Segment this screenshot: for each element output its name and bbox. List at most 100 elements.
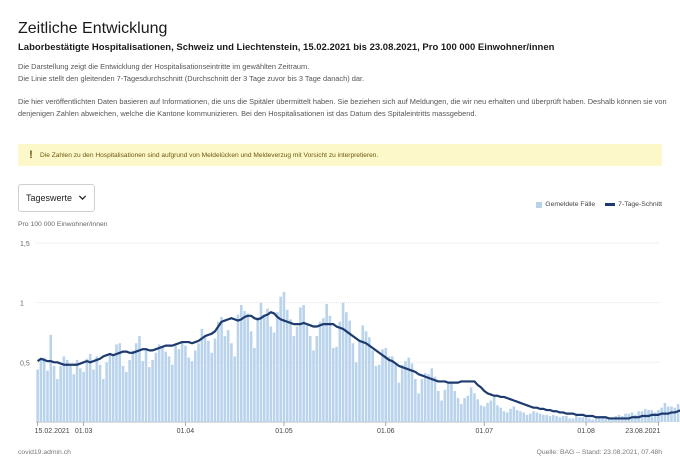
bar-daily-value[interactable] [364, 331, 368, 422]
bar-daily-value[interactable] [433, 376, 437, 422]
bar-daily-value[interactable] [660, 407, 663, 422]
bar-daily-value[interactable] [56, 379, 59, 422]
bar-daily-value[interactable] [193, 350, 197, 422]
bar-daily-value[interactable] [138, 336, 141, 422]
bar-daily-value[interactable] [574, 416, 578, 422]
bar-daily-value[interactable] [417, 393, 420, 422]
bar-daily-value[interactable] [246, 313, 250, 422]
bar-daily-value[interactable] [115, 344, 118, 422]
bar-daily-value[interactable] [134, 343, 138, 422]
bar-daily-value[interactable] [548, 416, 552, 422]
bar-daily-value[interactable] [368, 337, 371, 422]
bar-daily-value[interactable] [443, 389, 447, 422]
bar-daily-value[interactable] [371, 350, 374, 422]
bar-daily-value[interactable] [558, 417, 562, 422]
bar-daily-value[interactable] [141, 361, 145, 422]
bar-daily-value[interactable] [496, 405, 499, 422]
bar-daily-value[interactable] [430, 368, 434, 422]
bar-daily-value[interactable] [197, 343, 200, 422]
bar-daily-value[interactable] [568, 418, 571, 422]
bar-daily-value[interactable] [118, 343, 122, 422]
bar-daily-value[interactable] [391, 356, 394, 422]
bar-daily-value[interactable] [216, 321, 220, 422]
bar-daily-value[interactable] [325, 303, 328, 422]
bar-daily-value[interactable] [377, 364, 381, 422]
bar-daily-value[interactable] [299, 307, 302, 422]
bar-daily-value[interactable] [108, 352, 112, 422]
bar-daily-value[interactable] [650, 410, 654, 422]
bar-daily-value[interactable] [542, 414, 545, 422]
bar-daily-value[interactable] [98, 364, 102, 422]
bar-daily-value[interactable] [525, 414, 529, 422]
bar-daily-value[interactable] [519, 411, 522, 422]
bar-daily-value[interactable] [607, 417, 611, 422]
bar-daily-value[interactable] [394, 364, 397, 422]
bar-daily-value[interactable] [479, 405, 483, 422]
bar-daily-value[interactable] [463, 398, 466, 422]
bar-daily-value[interactable] [253, 348, 256, 422]
bar-daily-value[interactable] [502, 411, 506, 422]
bar-daily-value[interactable] [663, 402, 667, 422]
bar-daily-value[interactable] [302, 305, 305, 422]
bar-daily-value[interactable] [545, 414, 548, 422]
bar-daily-value[interactable] [266, 308, 269, 422]
bar-daily-value[interactable] [279, 296, 282, 422]
bar-daily-value[interactable] [295, 326, 299, 422]
bar-daily-value[interactable] [203, 337, 207, 422]
bar-daily-value[interactable] [88, 353, 92, 422]
bar-daily-value[interactable] [79, 368, 82, 422]
bar-daily-value[interactable] [36, 369, 39, 422]
bar-daily-value[interactable] [374, 365, 378, 422]
bar-daily-value[interactable] [404, 361, 407, 422]
bar-daily-value[interactable] [144, 348, 148, 422]
bar-daily-value[interactable] [239, 305, 243, 422]
bar-daily-value[interactable] [256, 316, 259, 422]
bar-daily-value[interactable] [410, 363, 414, 422]
bar-daily-value[interactable] [538, 413, 542, 422]
bar-daily-value[interactable] [676, 404, 680, 422]
bar-daily-value[interactable] [164, 351, 168, 422]
bar-daily-value[interactable] [489, 400, 493, 422]
bar-daily-value[interactable] [331, 348, 335, 422]
bar-daily-value[interactable] [486, 402, 489, 422]
bar-daily-value[interactable] [174, 345, 177, 422]
bar-daily-value[interactable] [308, 336, 312, 422]
bar-daily-value[interactable] [338, 321, 342, 422]
bar-daily-value[interactable] [315, 336, 319, 422]
bar-daily-value[interactable] [483, 406, 486, 422]
bar-daily-value[interactable] [95, 356, 99, 422]
bar-daily-value[interactable] [407, 357, 411, 422]
bar-daily-value[interactable] [236, 314, 240, 422]
bar-daily-value[interactable] [272, 332, 276, 423]
bar-daily-value[interactable] [469, 387, 473, 422]
bar-daily-value[interactable] [312, 350, 315, 422]
bar-daily-value[interactable] [46, 370, 49, 422]
bar-daily-value[interactable] [446, 382, 450, 422]
bar-daily-value[interactable] [161, 346, 164, 422]
bar-daily-value[interactable] [420, 379, 424, 422]
bar-daily-value[interactable] [282, 291, 286, 422]
bar-daily-value[interactable] [381, 349, 384, 422]
bar-daily-value[interactable] [131, 350, 135, 422]
bar-daily-value[interactable] [653, 412, 657, 422]
bar-daily-value[interactable] [305, 325, 309, 422]
bar-daily-value[interactable] [634, 414, 637, 422]
bar-daily-value[interactable] [111, 355, 115, 422]
bar-daily-value[interactable] [397, 382, 401, 422]
bar-daily-value[interactable] [220, 316, 223, 422]
bar-daily-value[interactable] [400, 364, 404, 422]
bar-daily-value[interactable] [423, 373, 427, 422]
bar-daily-value[interactable] [157, 344, 161, 422]
bar-daily-value[interactable] [611, 418, 614, 422]
bar-daily-value[interactable] [151, 359, 154, 422]
bar-daily-value[interactable] [49, 334, 53, 422]
bar-daily-value[interactable] [578, 417, 581, 422]
bar-daily-value[interactable] [555, 416, 558, 422]
bar-daily-value[interactable] [670, 406, 673, 422]
bar-daily-value[interactable] [601, 417, 604, 422]
bar-daily-value[interactable] [190, 361, 194, 422]
bar-daily-value[interactable] [499, 407, 503, 422]
bar-daily-value[interactable] [322, 318, 325, 422]
bar-daily-value[interactable] [565, 416, 568, 422]
bar-daily-value[interactable] [492, 396, 496, 422]
